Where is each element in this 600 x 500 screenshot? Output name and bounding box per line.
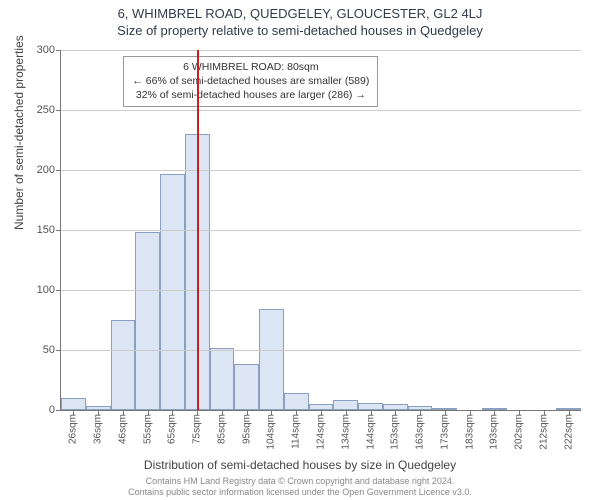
chart-title-main: 6, WHIMBREL ROAD, QUEDGELEY, GLOUCESTER,… <box>0 0 600 21</box>
x-tick-label: 144sqm <box>365 414 376 450</box>
histogram-bar <box>61 398 86 410</box>
x-tick-label: 104sqm <box>266 414 277 450</box>
x-tick-label: 153sqm <box>390 414 401 450</box>
x-tick-label: 134sqm <box>340 414 351 450</box>
y-tick-label: 0 <box>49 404 55 416</box>
histogram-bar <box>234 364 259 410</box>
x-tick-label: 183sqm <box>464 414 475 450</box>
x-tick-label: 95sqm <box>241 414 252 444</box>
footer-attribution: Contains HM Land Registry data © Crown c… <box>0 476 600 498</box>
plot-area: 6 WHIMBREL ROAD: 80sqm ← 66% of semi-det… <box>60 50 581 411</box>
x-tick-label: 222sqm <box>563 414 574 450</box>
y-tick-label: 250 <box>37 104 55 116</box>
grid-line <box>61 170 581 171</box>
grid-line <box>61 290 581 291</box>
histogram-bar <box>284 393 309 410</box>
footer-line-2: Contains public sector information licen… <box>0 487 600 498</box>
x-tick-label: 55sqm <box>142 414 153 444</box>
x-tick-label: 26sqm <box>68 414 79 444</box>
grid-line <box>61 230 581 231</box>
y-tick-mark <box>56 110 61 111</box>
y-tick-label: 100 <box>37 284 55 296</box>
x-tick-label: 114sqm <box>291 414 302 449</box>
histogram-bar <box>210 348 235 410</box>
footer-line-1: Contains HM Land Registry data © Crown c… <box>0 476 600 487</box>
x-tick-label: 163sqm <box>415 414 426 450</box>
y-tick-mark <box>56 230 61 231</box>
annotation-box: 6 WHIMBREL ROAD: 80sqm ← 66% of semi-det… <box>123 56 378 107</box>
y-axis-label: Number of semi-detached properties <box>12 35 26 230</box>
histogram-bar <box>333 400 358 410</box>
y-tick-label: 50 <box>43 344 55 356</box>
x-tick-label: 85sqm <box>216 414 227 444</box>
y-tick-label: 300 <box>37 44 55 56</box>
x-tick-label: 75sqm <box>192 414 203 444</box>
histogram-bar <box>160 174 185 410</box>
grid-line <box>61 350 581 351</box>
y-tick-mark <box>56 170 61 171</box>
grid-line <box>61 110 581 111</box>
histogram-bar <box>259 309 284 410</box>
y-tick-mark <box>56 290 61 291</box>
annotation-line-2: ← 66% of semi-detached houses are smalle… <box>132 74 369 88</box>
y-tick-mark <box>56 50 61 51</box>
y-tick-label: 200 <box>37 164 55 176</box>
annotation-line-1: 6 WHIMBREL ROAD: 80sqm <box>132 60 369 74</box>
x-tick-label: 212sqm <box>538 414 549 450</box>
chart-container: 6, WHIMBREL ROAD, QUEDGELEY, GLOUCESTER,… <box>0 0 600 500</box>
x-axis-label: Distribution of semi-detached houses by … <box>0 458 600 472</box>
y-tick-mark <box>56 410 61 411</box>
histogram-bar <box>135 232 160 410</box>
x-tick-label: 46sqm <box>117 414 128 444</box>
reference-line <box>197 50 199 410</box>
x-tick-label: 124sqm <box>316 414 327 450</box>
grid-line <box>61 50 581 51</box>
chart-title-sub: Size of property relative to semi-detach… <box>0 21 600 38</box>
x-tick-label: 65sqm <box>167 414 178 444</box>
y-tick-label: 150 <box>37 224 55 236</box>
x-tick-label: 202sqm <box>514 414 525 450</box>
y-tick-mark <box>56 350 61 351</box>
annotation-line-3: 32% of semi-detached houses are larger (… <box>132 88 369 102</box>
x-tick-label: 193sqm <box>489 414 500 450</box>
x-tick-label: 173sqm <box>439 414 450 450</box>
histogram-bar <box>111 320 136 410</box>
x-tick-label: 36sqm <box>93 414 104 444</box>
histogram-bar <box>358 403 383 410</box>
